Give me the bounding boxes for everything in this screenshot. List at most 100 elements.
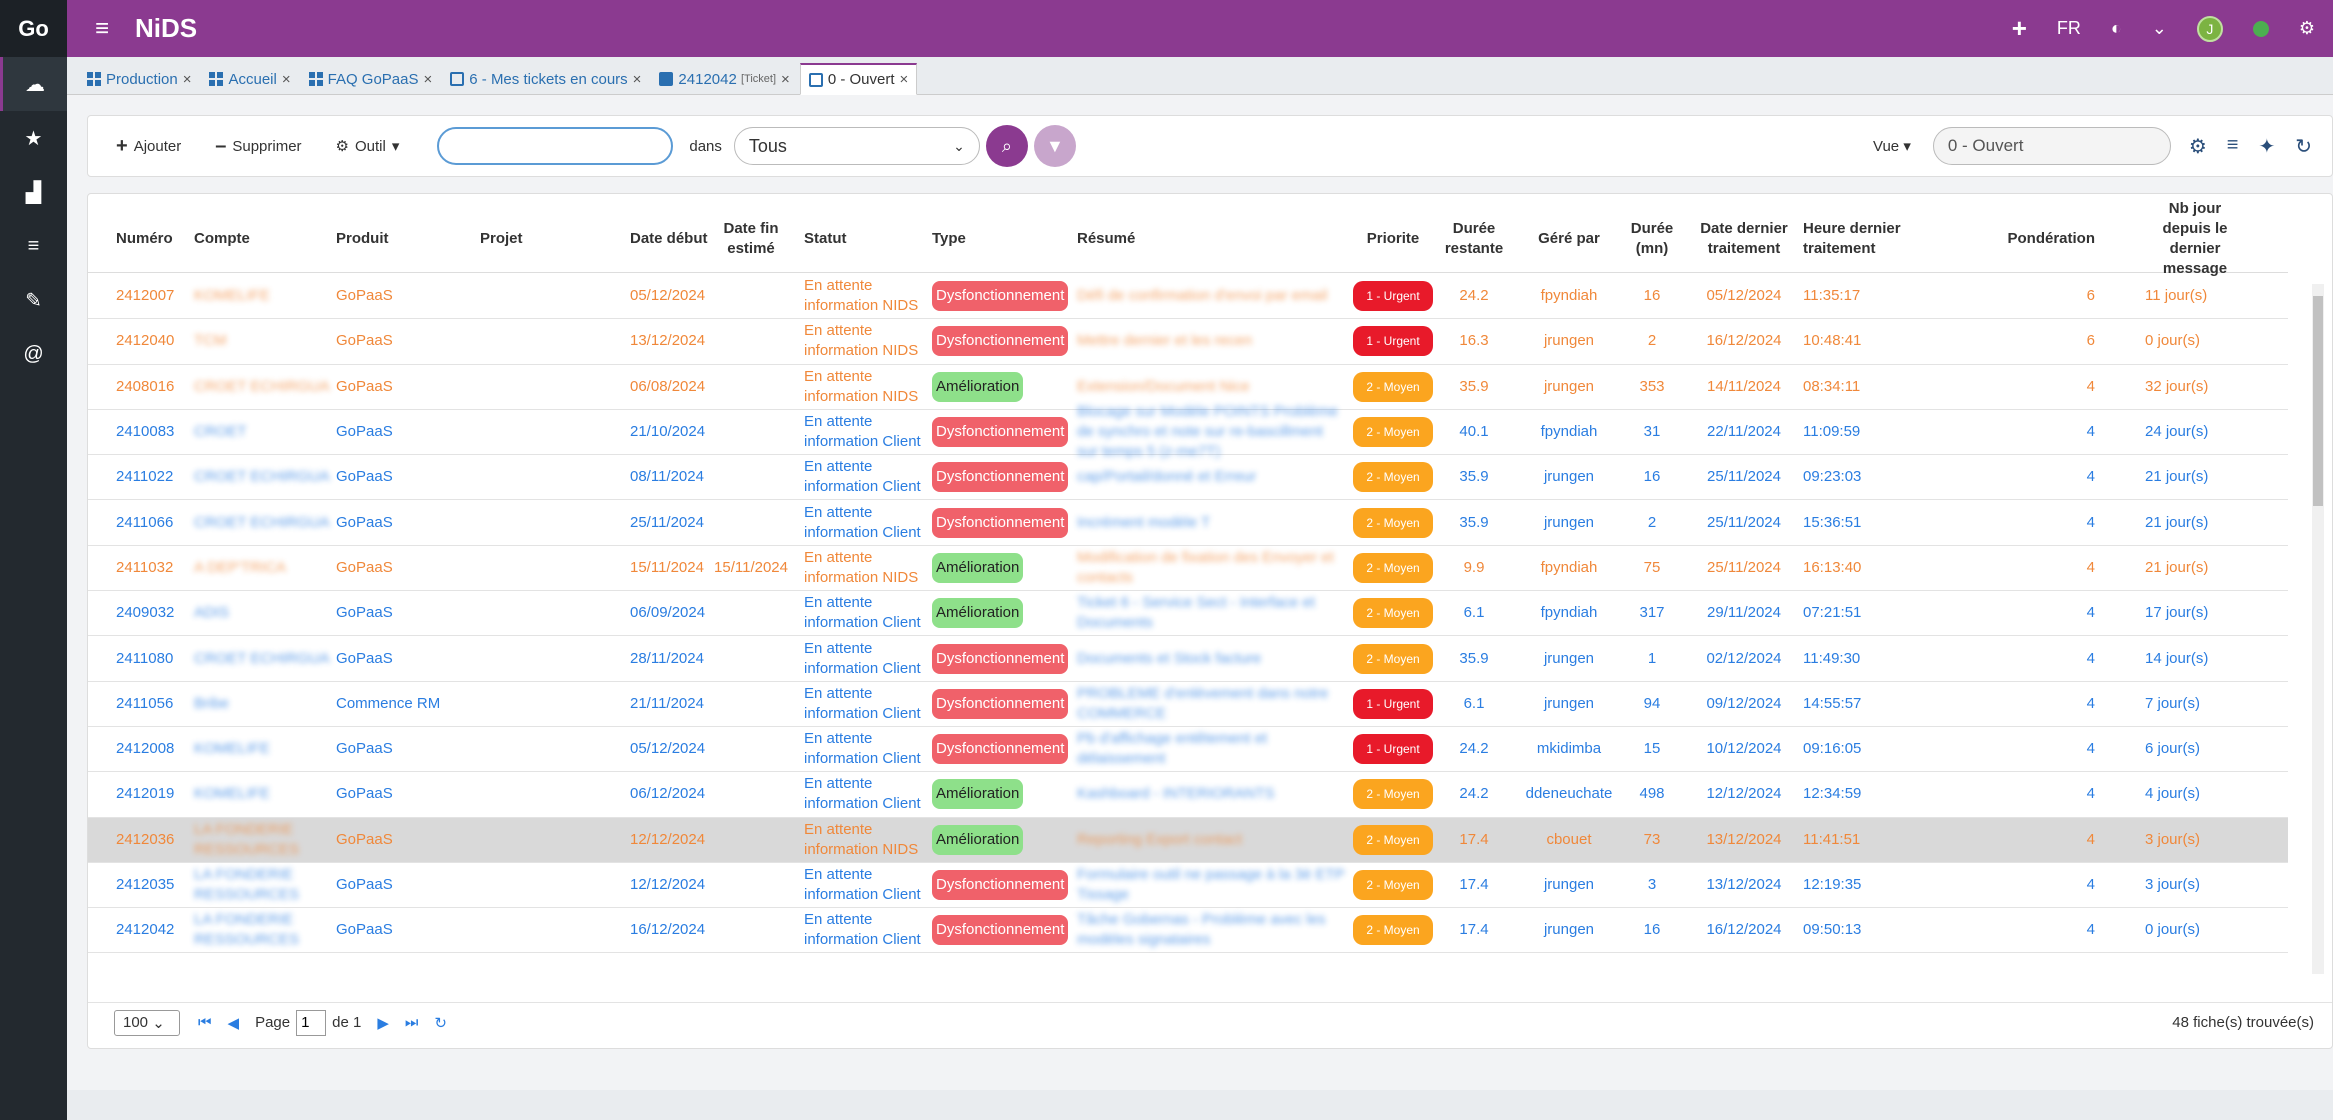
table-row[interactable]: 2412042 LA FONDERIE RESSOURCES GoPaaS 16/12… xyxy=(88,908,2288,954)
table-row[interactable]: 2412008 KOMELIFE GoPaaS 05/12/2024 En attent… xyxy=(88,727,2288,773)
cell-numero[interactable]: 2412019 xyxy=(116,785,175,803)
tool-menu-button[interactable]: ⚙ Outil ▾ xyxy=(335,137,400,156)
cell-numero[interactable]: 2408016 xyxy=(116,377,175,395)
filter-button[interactable]: ▼ xyxy=(1033,125,1076,167)
close-icon[interactable]: × xyxy=(423,70,433,88)
col-statut[interactable]: Statut xyxy=(804,230,847,247)
priority-badge: 2 - Moyen xyxy=(1353,870,1433,900)
col-duree-restante[interactable]: Durée restante xyxy=(1444,220,1504,257)
magic-wand-icon[interactable]: ✦ xyxy=(2258,135,2276,158)
prev-page-icon[interactable]: ◀ xyxy=(227,1014,240,1032)
cell-numero[interactable]: 2411032 xyxy=(116,558,174,576)
cell-numero[interactable]: 2412042 xyxy=(116,921,175,939)
col-priorite[interactable]: Priorite xyxy=(1366,230,1420,247)
cell-numero[interactable]: 2411056 xyxy=(116,694,174,712)
language-selector[interactable]: FR xyxy=(2056,18,2081,38)
cloud-icon[interactable]: ☁ xyxy=(0,57,67,111)
add-button[interactable]: + Ajouter xyxy=(116,134,182,157)
table-row[interactable]: 2412035 LA FONDERIE RESSOURCES GoPaaS 12/12… xyxy=(88,863,2288,909)
table-row[interactable]: 2412019 KOMELIFE GoPaaS 06/12/2024 En attent… xyxy=(88,772,2288,818)
toggle-icon[interactable]: ◐ xyxy=(2110,18,2122,38)
tab-mes-tickets[interactable]: 6 - Mes tickets en cours × xyxy=(442,64,649,94)
avatar[interactable]: J xyxy=(2196,15,2223,42)
close-icon[interactable]: × xyxy=(781,70,790,88)
table-row[interactable]: 2411066 CROET ECHIRGUA GoPaaS 25/11/2024 En … xyxy=(88,500,2288,546)
close-icon[interactable]: × xyxy=(899,71,909,88)
tab-ticket[interactable]: 2412042 [Ticket] × xyxy=(651,64,797,94)
table-row[interactable]: 2412036 LA FONDERIE RESSOURCES GoPaaS 12/12… xyxy=(88,817,2288,863)
col-resume[interactable]: Résumé xyxy=(1077,230,1136,247)
cell-numero[interactable]: 2412007 xyxy=(116,287,175,305)
close-icon[interactable]: × xyxy=(182,70,192,88)
chevron-down-icon[interactable]: ⌄ xyxy=(2151,18,2167,38)
wrench-icon[interactable]: ✎ xyxy=(25,289,42,312)
cell-numero[interactable]: 2412036 xyxy=(116,830,175,848)
col-gere-par[interactable]: Géré par xyxy=(1538,230,1600,247)
tab-ouvert[interactable]: 0 - Ouvert × xyxy=(799,63,918,95)
list-icon[interactable]: ≡ xyxy=(27,234,40,257)
cell-numero[interactable]: 2411066 xyxy=(116,513,174,531)
chart-icon[interactable]: ▟ xyxy=(25,181,42,204)
col-ponderation[interactable]: Pondération xyxy=(2007,230,2095,247)
table-row[interactable]: 2411022 CROET ECHIRGUA GoPaaS 08/11/2024 En … xyxy=(88,455,2288,501)
view-menu[interactable]: Vue ▾ xyxy=(1873,138,1911,155)
table-row[interactable]: 2409032 ADIS GoPaaS 06/09/2024 En attente in… xyxy=(88,591,2288,637)
scrollbar-thumb[interactable] xyxy=(2313,296,2323,506)
app-logo[interactable]: Go xyxy=(0,0,67,57)
cell-numero[interactable]: 2411080 xyxy=(116,649,174,667)
col-heure-dernier[interactable]: Heure dernier traitement xyxy=(1803,220,1901,257)
close-icon[interactable]: × xyxy=(281,70,291,88)
cell-compte: CROET ECHIRGUA xyxy=(194,513,330,531)
cell-numero[interactable]: 2412008 xyxy=(116,740,175,758)
menu-icon[interactable]: ≡ xyxy=(94,14,109,42)
table-row[interactable]: 2411080 CROET ECHIRGUA GoPaaS 28/11/2024 En … xyxy=(88,636,2288,682)
cell-numero[interactable]: 2410083 xyxy=(116,423,175,441)
page-input[interactable] xyxy=(296,1009,327,1036)
table-row[interactable]: 2411032 A DEP'TRICA GoPaaS 15/11/2024 15/11/… xyxy=(88,546,2288,592)
table-row[interactable]: 2412040 TCM GoPaaS 13/12/2024 En attente inf… xyxy=(88,319,2288,365)
refresh-icon[interactable]: ↻ xyxy=(2295,135,2312,158)
last-page-icon[interactable]: ⏭ xyxy=(404,1014,419,1031)
col-duree[interactable]: Durée (mn) xyxy=(1630,220,1674,257)
view-select[interactable]: 0 - Ouvert xyxy=(1932,127,2171,165)
next-page-icon[interactable]: ▶ xyxy=(377,1014,389,1032)
remove-button[interactable]: – Supprimer xyxy=(215,134,302,157)
cell-duree-restante: 17.4 xyxy=(1459,921,1489,939)
col-date-dernier[interactable]: Date dernier traitement xyxy=(1700,220,1788,257)
col-numero[interactable]: Numéro xyxy=(116,230,173,247)
col-date-fin[interactable]: Date fin estimé xyxy=(723,220,779,257)
settings-icon[interactable]: ⚙ xyxy=(2188,135,2207,158)
page-size-select[interactable]: 100 ⌄ xyxy=(114,1009,180,1036)
refresh-icon[interactable]: ↻ xyxy=(434,1014,447,1032)
plus-icon[interactable]: + xyxy=(2011,13,2027,43)
vertical-scrollbar[interactable] xyxy=(2312,284,2324,974)
col-produit[interactable]: Produit xyxy=(336,230,389,247)
list-view-icon[interactable]: ≡ xyxy=(2226,133,2239,156)
close-icon[interactable]: × xyxy=(632,70,642,88)
tab-production[interactable]: Production × xyxy=(79,64,199,94)
search-button[interactable]: ⌕ xyxy=(985,125,1028,167)
gears-icon[interactable]: ⚙ xyxy=(2298,18,2315,38)
search-scope-select[interactable]: Tous ⌄ xyxy=(733,127,980,165)
search-input[interactable] xyxy=(437,127,674,165)
cell-date-debut: 05/12/2024 xyxy=(630,740,706,758)
at-icon[interactable]: @ xyxy=(23,342,44,365)
table-row[interactable]: 2410083 CROET GoPaaS 21/10/2024 En attente i… xyxy=(88,403,2288,460)
col-projet[interactable]: Projet xyxy=(480,230,523,247)
col-type[interactable]: Type xyxy=(932,230,966,247)
col-date-debut[interactable]: Date début xyxy=(630,230,708,247)
tab-faq[interactable]: FAQ GoPaaS × xyxy=(301,64,441,94)
footer-strip xyxy=(67,1090,2333,1120)
cell-numero[interactable]: 2412035 xyxy=(116,876,175,893)
tab-accueil[interactable]: Accueil × xyxy=(201,64,298,94)
col-nb-jour[interactable]: Nb jour depuis le dernier message xyxy=(2162,200,2228,277)
star-icon[interactable]: ★ xyxy=(24,127,43,150)
first-page-icon[interactable]: ⏮ xyxy=(198,1014,212,1031)
col-compte[interactable]: Compte xyxy=(194,230,250,247)
cell-numero[interactable]: 2409032 xyxy=(116,604,175,622)
cell-numero[interactable]: 2411022 xyxy=(116,468,174,486)
table-row[interactable]: 2411056 Bribe Commence RM 21/11/2024 En atte… xyxy=(88,682,2288,727)
table-row[interactable]: 2408016 CROET ECHIRGUA GoPaaS 06/08/2024 En … xyxy=(88,365,2288,410)
cell-numero[interactable]: 2412040 xyxy=(116,332,175,350)
table-row[interactable]: 2412007 KOMELIFE GoPaaS 05/12/2024 En attent… xyxy=(88,274,2288,320)
